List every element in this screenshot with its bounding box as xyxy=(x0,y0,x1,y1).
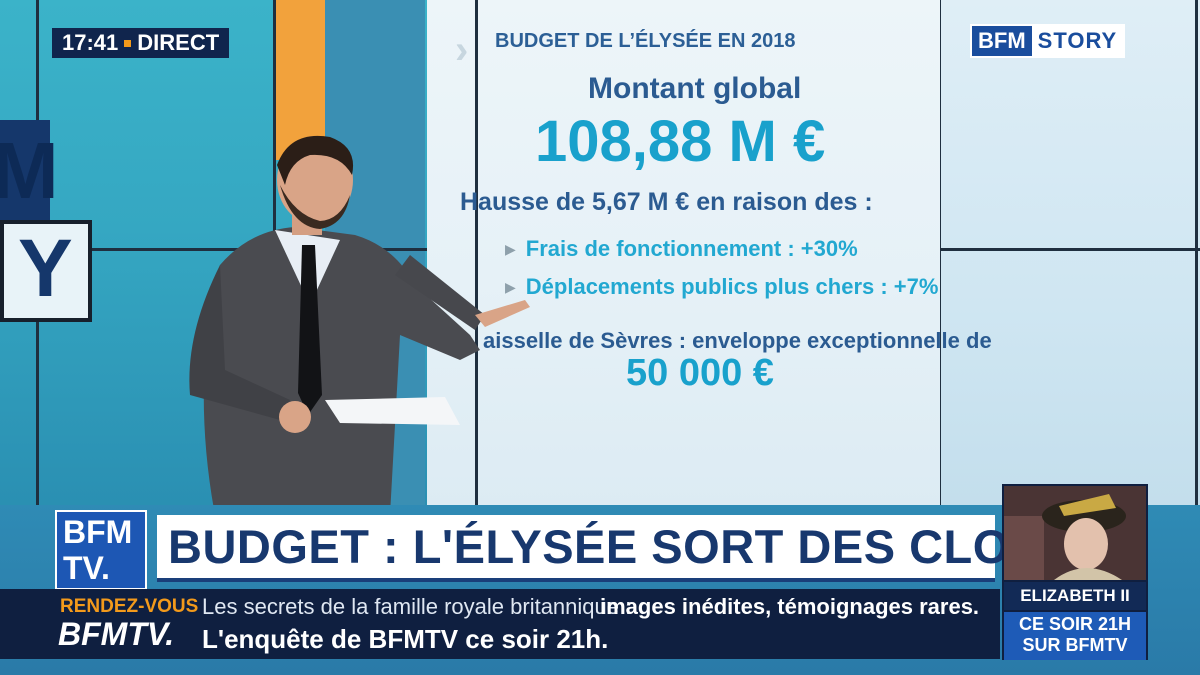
bfmtv-logo-line2: TV. xyxy=(63,550,110,586)
channel-logo-part1: BFM xyxy=(972,26,1032,56)
studio-grid-line xyxy=(0,248,430,251)
ticker-bar xyxy=(0,589,1000,659)
studio-wall-logo: M Y xyxy=(0,120,95,325)
triangle-right-icon: ▶ xyxy=(505,278,516,295)
chevron-right-icon: › xyxy=(455,28,469,72)
channel-logo-part2: STORY xyxy=(1031,26,1124,56)
ticker-label-bottom: BFMTV. xyxy=(58,616,175,652)
studio-logo-letter: M xyxy=(0,126,59,215)
triangle-right-icon: ▶ xyxy=(505,240,516,257)
studio-logo-top-block: M xyxy=(0,120,59,220)
promo-portrait-icon xyxy=(1004,486,1146,580)
screen-bullet-item: ▶ Frais de fonctionnement : +30% xyxy=(505,236,858,262)
screen-sevres-text: aisselle de Sèvres : enveloppe exception… xyxy=(483,328,992,353)
broadcast-time: 17:41 xyxy=(62,30,119,55)
studio-grid-line xyxy=(940,248,1200,251)
bfmtv-logo-line1: BFM xyxy=(63,514,133,550)
live-label: DIRECT xyxy=(137,30,220,55)
display-screen xyxy=(427,0,940,510)
studio-logo-letter: Y xyxy=(18,223,73,314)
screen-sevres-amount: 50 000 € xyxy=(626,352,774,394)
promo-title: ELIZABETH II xyxy=(1004,582,1146,610)
screen-subtitle: Montant global xyxy=(588,72,802,105)
promo-time: CE SOIR 21H xyxy=(1018,614,1132,634)
ticker-label-top: RENDEZ-VOUS xyxy=(60,596,199,617)
screen-bullet-item: ▶ Déplacements publics plus chers : +7% xyxy=(505,274,938,300)
screen-bullet-label: Frais de fonctionnement : +30% xyxy=(525,236,858,261)
screen-total-amount: 108,88 M € xyxy=(535,109,826,174)
screen-increase-text: Hausse de 5,67 M € en raison des : xyxy=(460,188,873,216)
studio-background-right xyxy=(940,0,1200,510)
ticker-line1-bold: images inédites, témoignages rares. xyxy=(600,594,980,619)
headline: BUDGET : L'ÉLYSÉE SORT DES CLOUS xyxy=(168,519,1090,574)
ticker-line2: L'enquête de BFMTV ce soir 21h. xyxy=(202,624,609,654)
live-dot-icon xyxy=(124,39,132,47)
promo-channel: SUR BFMTV xyxy=(1022,635,1128,655)
channel-logo: BFM STORY xyxy=(970,24,1126,58)
headline-bar xyxy=(157,515,995,582)
ticker-line1-regular: Les secrets de la famille royale britann… xyxy=(202,594,632,619)
screen-bullet-label: Déplacements publics plus chers : +7% xyxy=(525,274,939,299)
screen-frame-line xyxy=(475,0,478,505)
live-time-chip: 17:41 DIRECT xyxy=(52,28,230,58)
bfmtv-logo: BFM TV. xyxy=(55,510,147,590)
studio-grid-line xyxy=(1195,0,1198,505)
promo-image xyxy=(1004,486,1146,580)
screen-title: BUDGET DE L’ÉLYSÉE EN 2018 xyxy=(495,30,796,52)
headline-text: BUDGET : L'ÉLYSÉE SORT DES CLOUS xyxy=(168,520,1077,573)
studio-logo-bottom-box: Y xyxy=(0,220,92,322)
promo-schedule: CE SOIR 21H SUR BFMTV xyxy=(1004,612,1146,660)
studio-orange-panel xyxy=(275,0,325,160)
